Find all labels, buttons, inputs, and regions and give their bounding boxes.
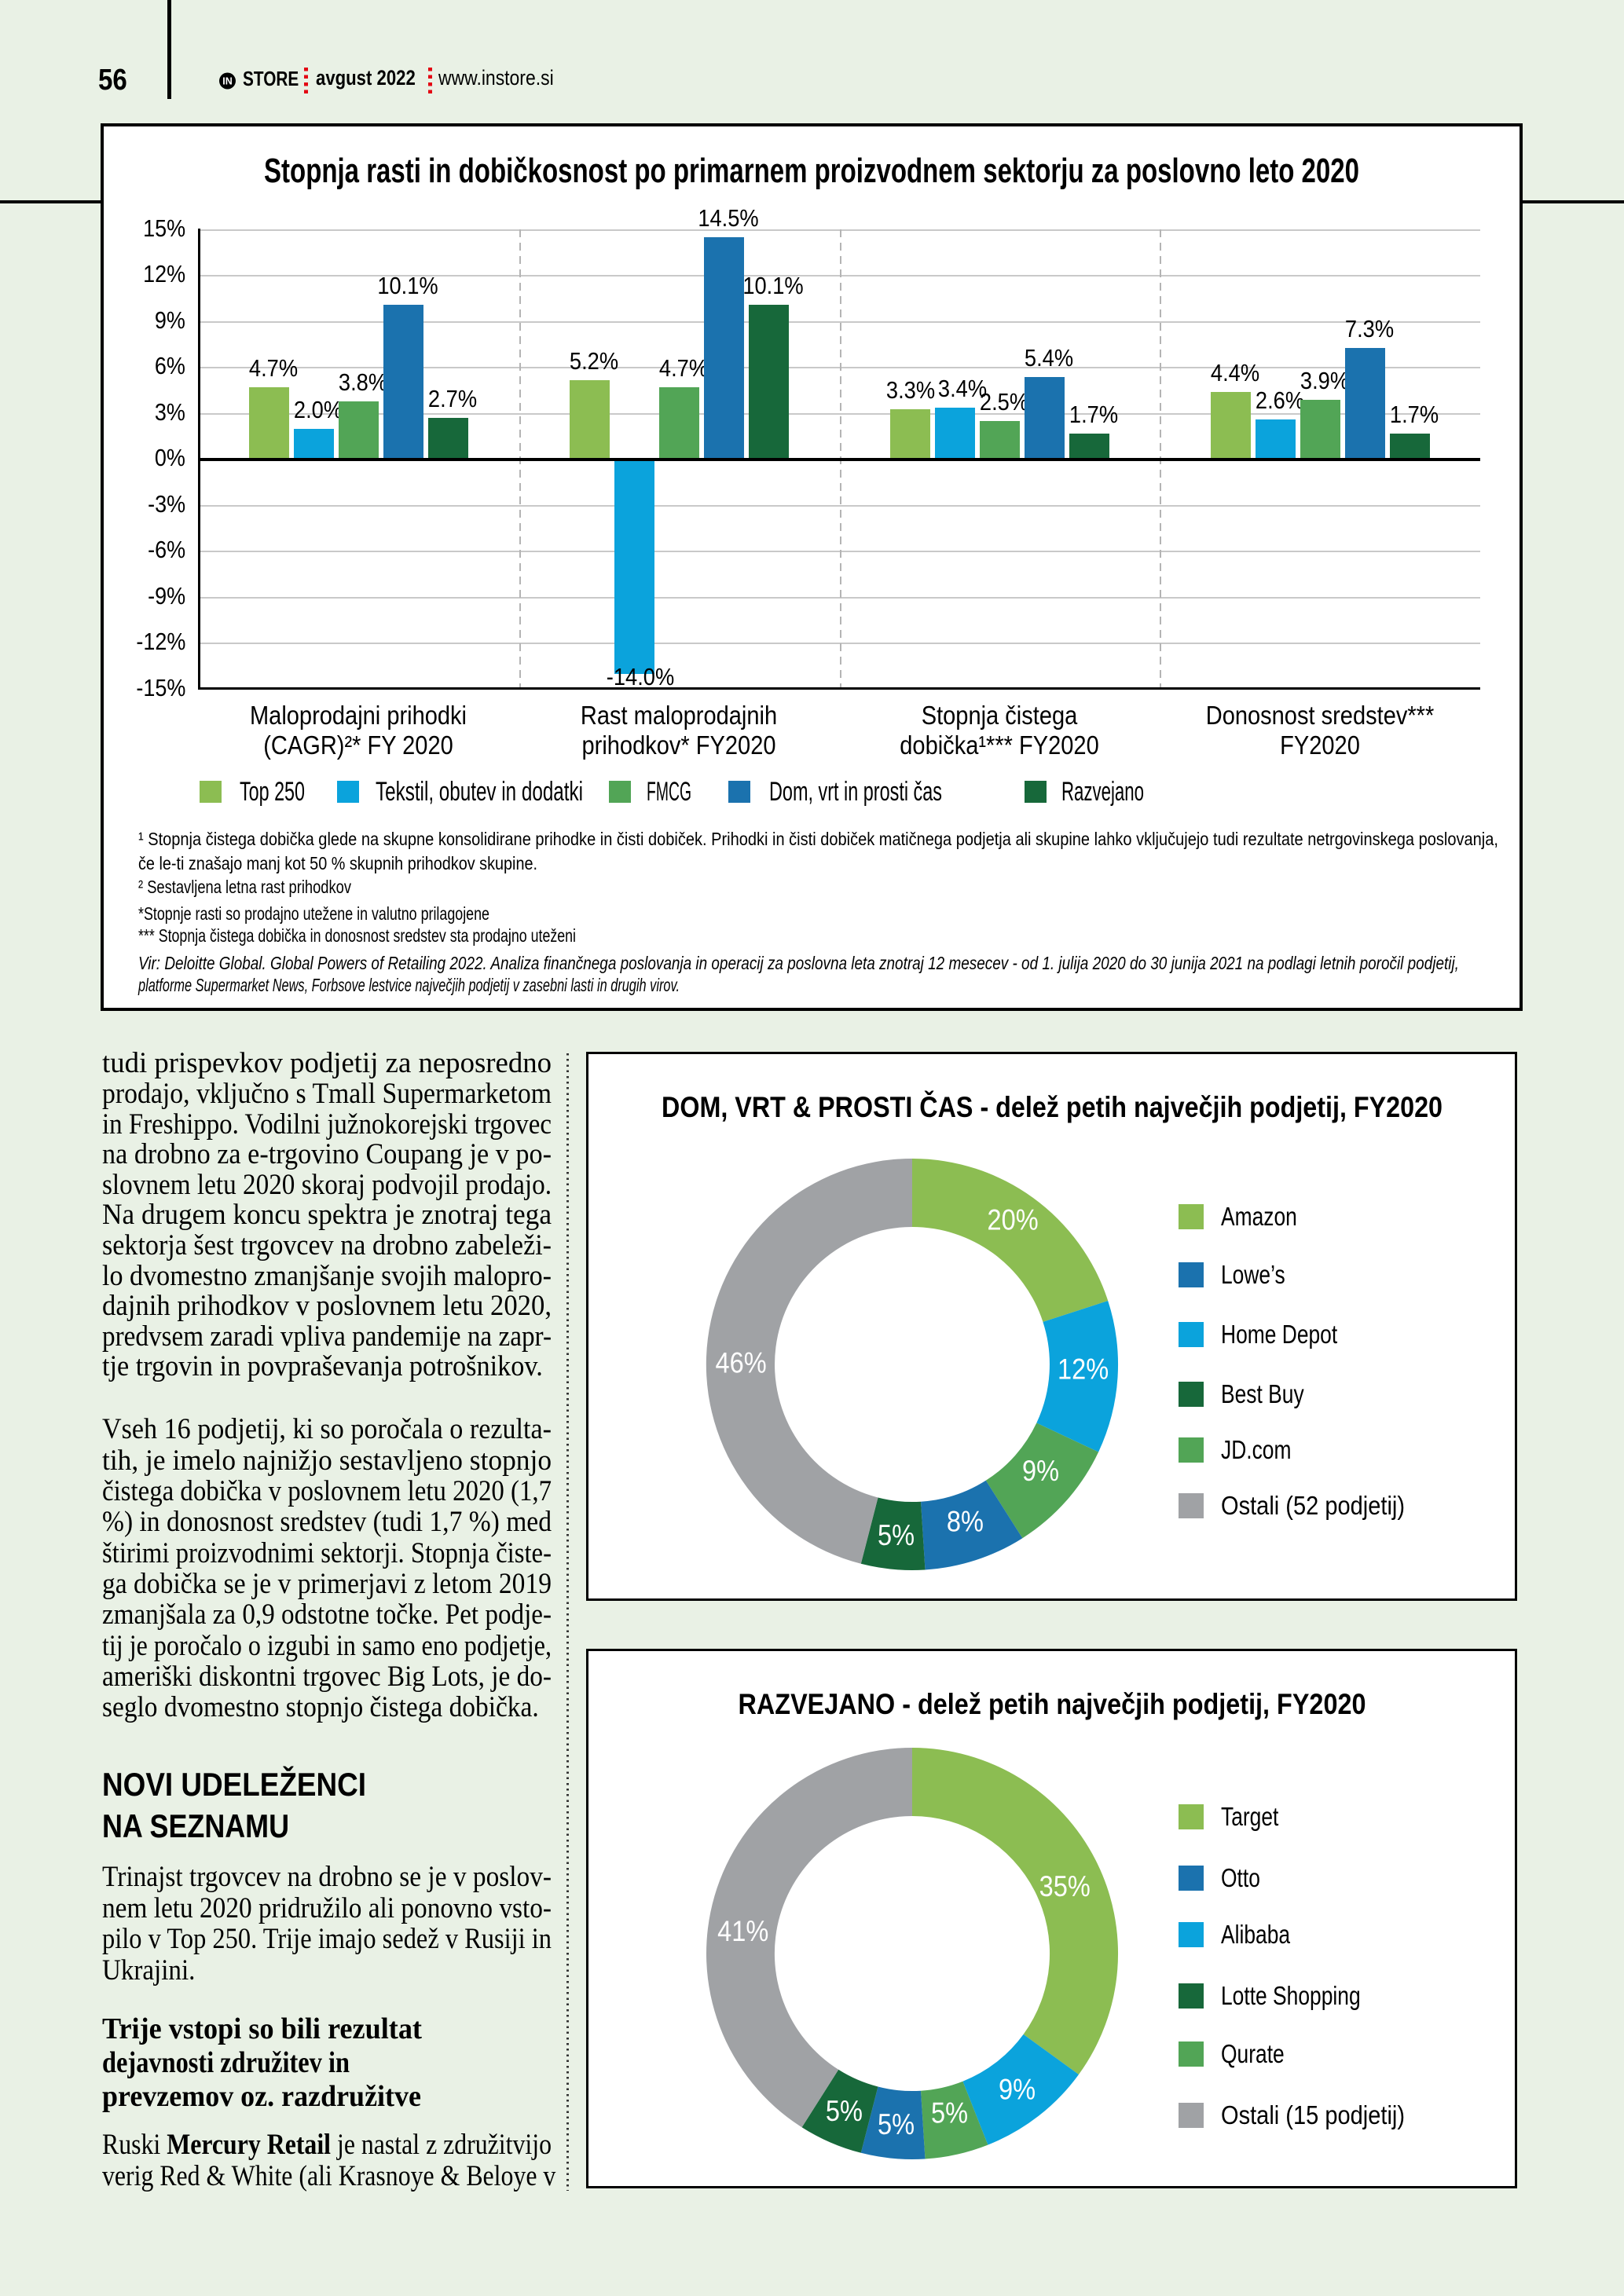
svg-text:5%: 5% xyxy=(931,2097,968,2129)
svg-text:46%: 46% xyxy=(716,1346,767,1379)
svg-text:5%: 5% xyxy=(878,1519,915,1551)
svg-text:20%: 20% xyxy=(988,1204,1039,1236)
svg-text:5%: 5% xyxy=(878,2108,915,2140)
svg-text:9%: 9% xyxy=(999,2073,1036,2105)
svg-text:5%: 5% xyxy=(826,2095,863,2127)
svg-text:9%: 9% xyxy=(1022,1455,1059,1487)
svg-text:IN: IN xyxy=(222,76,233,87)
svg-text:41%: 41% xyxy=(717,1915,768,1947)
svg-text:12%: 12% xyxy=(1058,1353,1109,1386)
svg-text:35%: 35% xyxy=(1039,1870,1091,1902)
svg-text:8%: 8% xyxy=(947,1505,984,1537)
